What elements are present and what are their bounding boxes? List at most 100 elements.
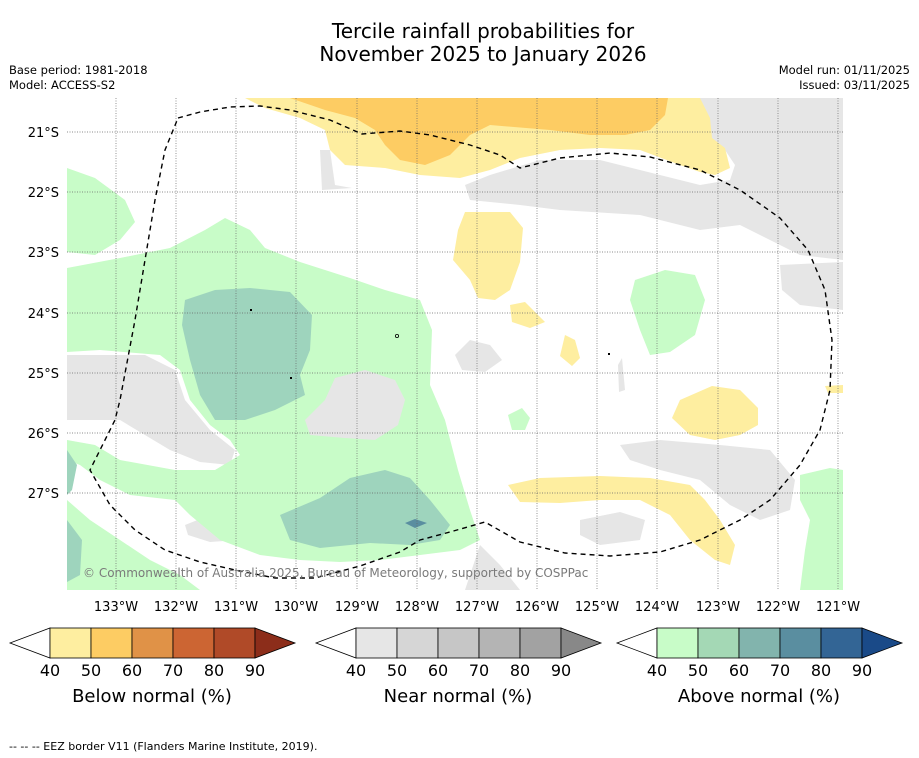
colorbar-tick-label: 80 [510,661,530,680]
footer-note: -- -- -- EEZ border V11 (Flanders Marine… [9,740,318,753]
lon-label: 131°W [214,600,258,615]
colorbar-tick-label: 50 [387,661,407,680]
lon-label: 121°W [816,600,860,615]
colorbar-segment [131,627,174,659]
issued-date: Issued: 03/11/2025 [799,78,910,92]
longitude-labels: 133°W 132°W 131°W 130°W 129°W 128°W 127°… [94,600,860,615]
lat-label: 21°S [28,126,59,141]
above-normal-region [182,288,312,420]
colorbar-segment [478,627,521,659]
colorbar-above-normal: 40 50 60 70 80 90 [615,627,904,680]
colorbar-tick-label: 80 [811,661,831,680]
above-normal-region [280,470,450,548]
map-title: Tercile rainfall probabilities for Novem… [0,20,919,66]
colorbar-tick-label: 40 [647,661,667,680]
lon-label: 125°W [575,600,619,615]
model-run: Model run: 01/11/2025 [778,63,910,77]
colorbar-segment [519,627,562,659]
near-normal-region [455,340,502,372]
above-normal-regions [67,168,843,590]
colorbar-tick-label: 60 [729,661,749,680]
colorbar-below-normal: 40 50 60 70 80 90 [8,627,297,680]
colorbar-segment [49,627,92,659]
meta-left: Base period: 1981-2018 Model: ACCESS-S2 [9,63,148,93]
title-line-1: Tercile rainfall probabilities for [331,19,635,43]
colorbar-below-title: Below normal (%) [72,686,232,707]
colorbar-segment [820,627,863,659]
colorbar-near-normal: 40 50 60 70 80 90 [314,627,603,680]
near-normal-region [465,98,843,260]
below-normal-region [508,476,735,565]
above-normal-region [630,270,705,355]
colorbar-segment [437,627,480,659]
island-markers [250,309,610,379]
colorbar-segment [172,627,215,659]
lat-label: 22°S [28,186,59,201]
copyright-notice: © Commonwealth of Australia 2025, Bureau… [83,566,588,580]
above-normal-region [800,468,843,590]
below-normal-region [453,212,523,300]
colorbar-segment [656,627,699,659]
near-normal-region [620,440,795,520]
near-normal-region [320,150,352,190]
gridlines [67,98,843,590]
colorbar-tick-label: 40 [40,661,60,680]
near-normal-region [580,512,645,545]
colorbar-segment [213,627,256,659]
colorbar-tick-label: 90 [551,661,571,680]
map-plot-area: © Commonwealth of Australia 2025, Bureau… [67,98,843,590]
colorbar-segment [355,627,398,659]
near-normal-region [67,355,235,465]
colorbar-segment [90,627,133,659]
below-normal-region [560,335,580,366]
lon-label: 133°W [94,600,138,615]
lon-label: 127°W [455,600,499,615]
colorbar-tick-label: 60 [122,661,142,680]
near-normal-region [465,545,520,590]
lon-label: 129°W [335,600,379,615]
colorbar-tick-label: 60 [428,661,448,680]
colorbar-extend-high [254,627,297,659]
lon-label: 122°W [756,600,800,615]
title-line-2: November 2025 to January 2026 [319,42,647,66]
lat-label: 27°S [28,487,59,502]
below-normal-region [290,98,668,165]
colorbar-segment [697,627,740,659]
lon-label: 123°W [696,600,740,615]
near-normal-region [305,370,405,440]
lat-label: 24°S [28,307,59,322]
lon-label: 124°W [635,600,679,615]
colorbar-extend-low [314,627,357,659]
colorbar-tick-label: 50 [81,661,101,680]
colorbar-near-title: Near normal (%) [383,686,533,707]
below-normal-region [510,302,545,328]
above-normal-region [508,408,530,430]
colorbar-tick-label: 70 [770,661,790,680]
lat-label: 26°S [28,427,59,442]
colorbar-extend-low [8,627,51,659]
below-normal-region [672,386,758,440]
colorbar-tick-label: 90 [852,661,872,680]
below-normal-region [825,385,843,393]
colorbar-tick-label: 70 [469,661,489,680]
below-normal-regions [245,98,843,565]
eez-border [89,105,833,579]
near-normal-region [780,262,843,310]
colorbar-segment [738,627,781,659]
lat-label: 23°S [28,246,59,261]
colorbar-extend-high [861,627,904,659]
colorbar-segment [396,627,439,659]
base-period: Base period: 1981-2018 [9,63,148,77]
lon-label: 130°W [274,600,318,615]
near-normal-region [618,358,625,392]
colorbar-segment [779,627,822,659]
colorbar-tick-label: 50 [688,661,708,680]
above-normal-region [67,168,135,255]
lat-label: 25°S [28,367,59,382]
lon-label: 132°W [154,600,198,615]
colorbar-tick-label: 40 [346,661,366,680]
lon-label: 128°W [395,600,439,615]
colorbar-tick-label: 70 [163,661,183,680]
above-normal-region [67,450,77,495]
